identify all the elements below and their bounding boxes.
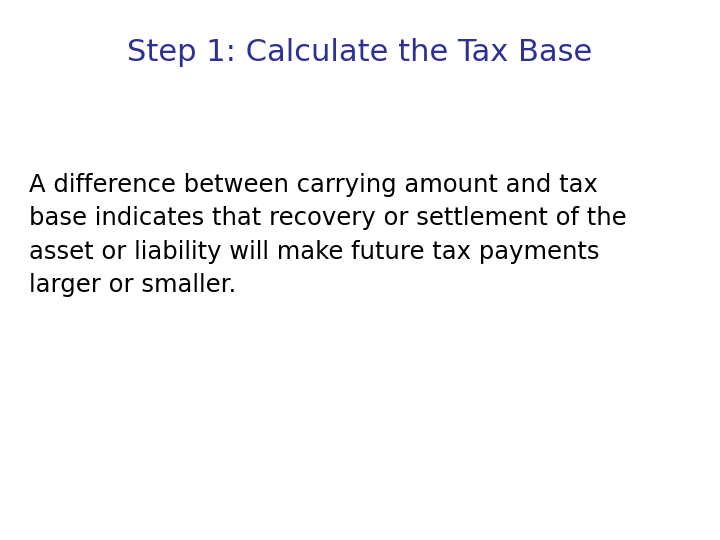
Text: A difference between carrying amount and tax
base indicates that recovery or set: A difference between carrying amount and…	[29, 173, 626, 298]
Text: Step 1: Calculate the Tax Base: Step 1: Calculate the Tax Base	[127, 38, 593, 67]
